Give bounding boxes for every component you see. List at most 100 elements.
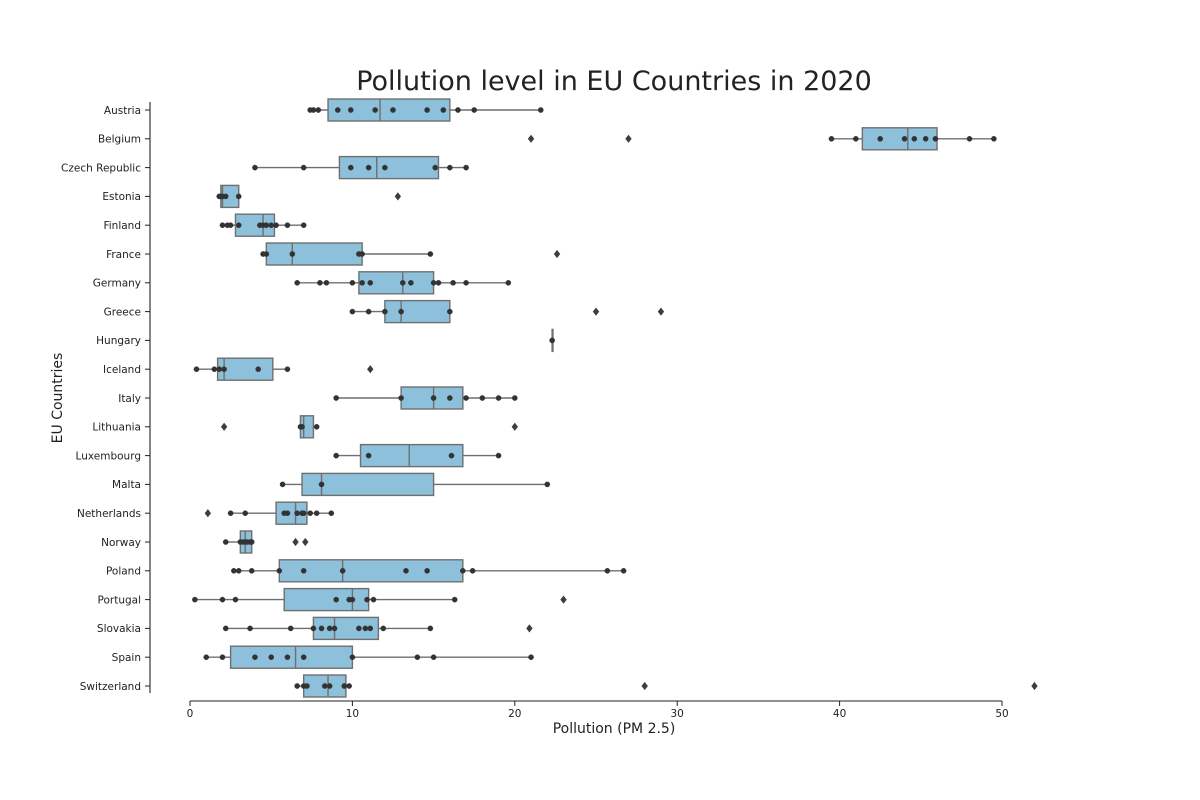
point-spain: [414, 654, 421, 661]
point-poland: [424, 568, 430, 574]
point-poland: [604, 568, 611, 574]
point-greece: [447, 308, 453, 315]
point-austria: [455, 107, 461, 113]
point-belgium: [877, 135, 884, 142]
flier-estonia: [394, 192, 402, 201]
flier-greece: [657, 307, 665, 316]
point-luxembourg: [495, 452, 502, 459]
point-switzerland: [304, 683, 310, 689]
y-tick-label-france: France: [106, 249, 141, 261]
y-axis-label: EU Countries: [50, 353, 66, 444]
point-greece: [398, 308, 404, 315]
point-italy: [463, 395, 469, 401]
point-germany: [430, 279, 437, 286]
point-italy: [398, 395, 404, 401]
x-axis-label: Pollution (PM 2.5): [553, 721, 676, 737]
x-tick-label: 40: [833, 708, 846, 720]
flier-belgium: [527, 134, 535, 143]
point-slovakia: [380, 625, 387, 632]
point-switzerland: [321, 683, 328, 689]
chart-title: Pollution level in EU Countries in 2020: [356, 66, 872, 97]
point-finland: [284, 222, 291, 228]
point-iceland: [221, 366, 227, 373]
point-poland: [403, 568, 409, 574]
x-tick-label: 20: [508, 708, 521, 720]
y-tick-label-belgium: Belgium: [98, 134, 141, 146]
y-tick-label-iceland: Iceland: [103, 364, 141, 376]
point-spain: [203, 654, 210, 661]
point-czech-republic: [252, 164, 258, 171]
point-spain: [349, 654, 356, 661]
point-spain: [284, 654, 291, 661]
point-germany: [317, 279, 323, 286]
flier-slovakia: [526, 624, 533, 633]
point-norway: [222, 539, 229, 545]
y-tick-label-poland: Poland: [106, 566, 141, 578]
y-tick-label-malta: Malta: [112, 479, 141, 491]
point-netherlands: [307, 510, 313, 517]
y-tick-label-germany: Germany: [93, 278, 141, 290]
x-tick-label: 0: [187, 708, 194, 720]
x-tick-label: 50: [995, 708, 1008, 720]
point-belgium: [853, 135, 859, 142]
point-germany: [450, 279, 456, 286]
flier-greece: [592, 307, 600, 316]
point-portugal: [349, 596, 356, 603]
y-tick-label-hungary: Hungary: [96, 335, 141, 347]
box-portugal: [283, 587, 370, 612]
point-germany: [435, 279, 442, 286]
point-iceland: [193, 366, 200, 373]
box-luxembourg: [359, 443, 464, 468]
point-austria: [372, 107, 378, 113]
point-austria: [440, 107, 447, 113]
point-slovakia: [310, 625, 317, 632]
point-greece: [365, 308, 372, 315]
flier-belgium: [625, 134, 632, 143]
y-tick-label-slovakia: Slovakia: [97, 623, 141, 635]
point-italy: [333, 395, 339, 401]
point-slovakia: [326, 625, 333, 632]
point-malta: [318, 481, 325, 488]
point-czech-republic: [447, 164, 453, 171]
point-switzerland: [341, 683, 348, 689]
y-tick-label-greece: Greece: [104, 306, 141, 318]
point-spain: [300, 654, 307, 661]
point-slovakia: [247, 625, 253, 632]
y-tick-label-spain: Spain: [112, 652, 141, 664]
point-germany: [294, 279, 300, 286]
point-portugal: [192, 596, 198, 603]
point-greece: [382, 308, 388, 315]
point-belgium: [828, 135, 835, 142]
box-poland: [278, 559, 464, 583]
y-tick-label-lithuania: Lithuania: [92, 422, 141, 434]
point-netherlands: [300, 510, 307, 517]
flier-france: [553, 249, 561, 259]
x-tick-label: 30: [671, 708, 684, 720]
point-poland: [276, 568, 283, 574]
point-finland: [219, 222, 226, 228]
point-belgium: [901, 135, 908, 142]
y-tick-label-italy: Italy: [118, 393, 141, 405]
point-poland: [235, 568, 242, 574]
box-france: [265, 242, 363, 266]
point-poland: [300, 568, 307, 574]
flier-norway: [302, 537, 309, 547]
point-belgium: [922, 135, 929, 142]
flier-switzerland: [641, 681, 648, 691]
flier-lithuania: [220, 422, 228, 431]
point-france: [359, 251, 365, 257]
point-italy: [430, 395, 437, 401]
point-iceland: [284, 366, 291, 373]
point-slovakia: [287, 625, 294, 632]
point-france: [427, 251, 434, 257]
point-netherlands: [227, 510, 234, 517]
point-netherlands: [313, 510, 320, 517]
point-germany: [505, 279, 512, 286]
flier-iceland: [367, 365, 374, 374]
point-austria: [471, 107, 478, 113]
point-czech-republic: [463, 164, 469, 171]
point-finland: [300, 222, 307, 228]
point-portugal: [333, 596, 339, 603]
box-spain: [229, 645, 354, 669]
